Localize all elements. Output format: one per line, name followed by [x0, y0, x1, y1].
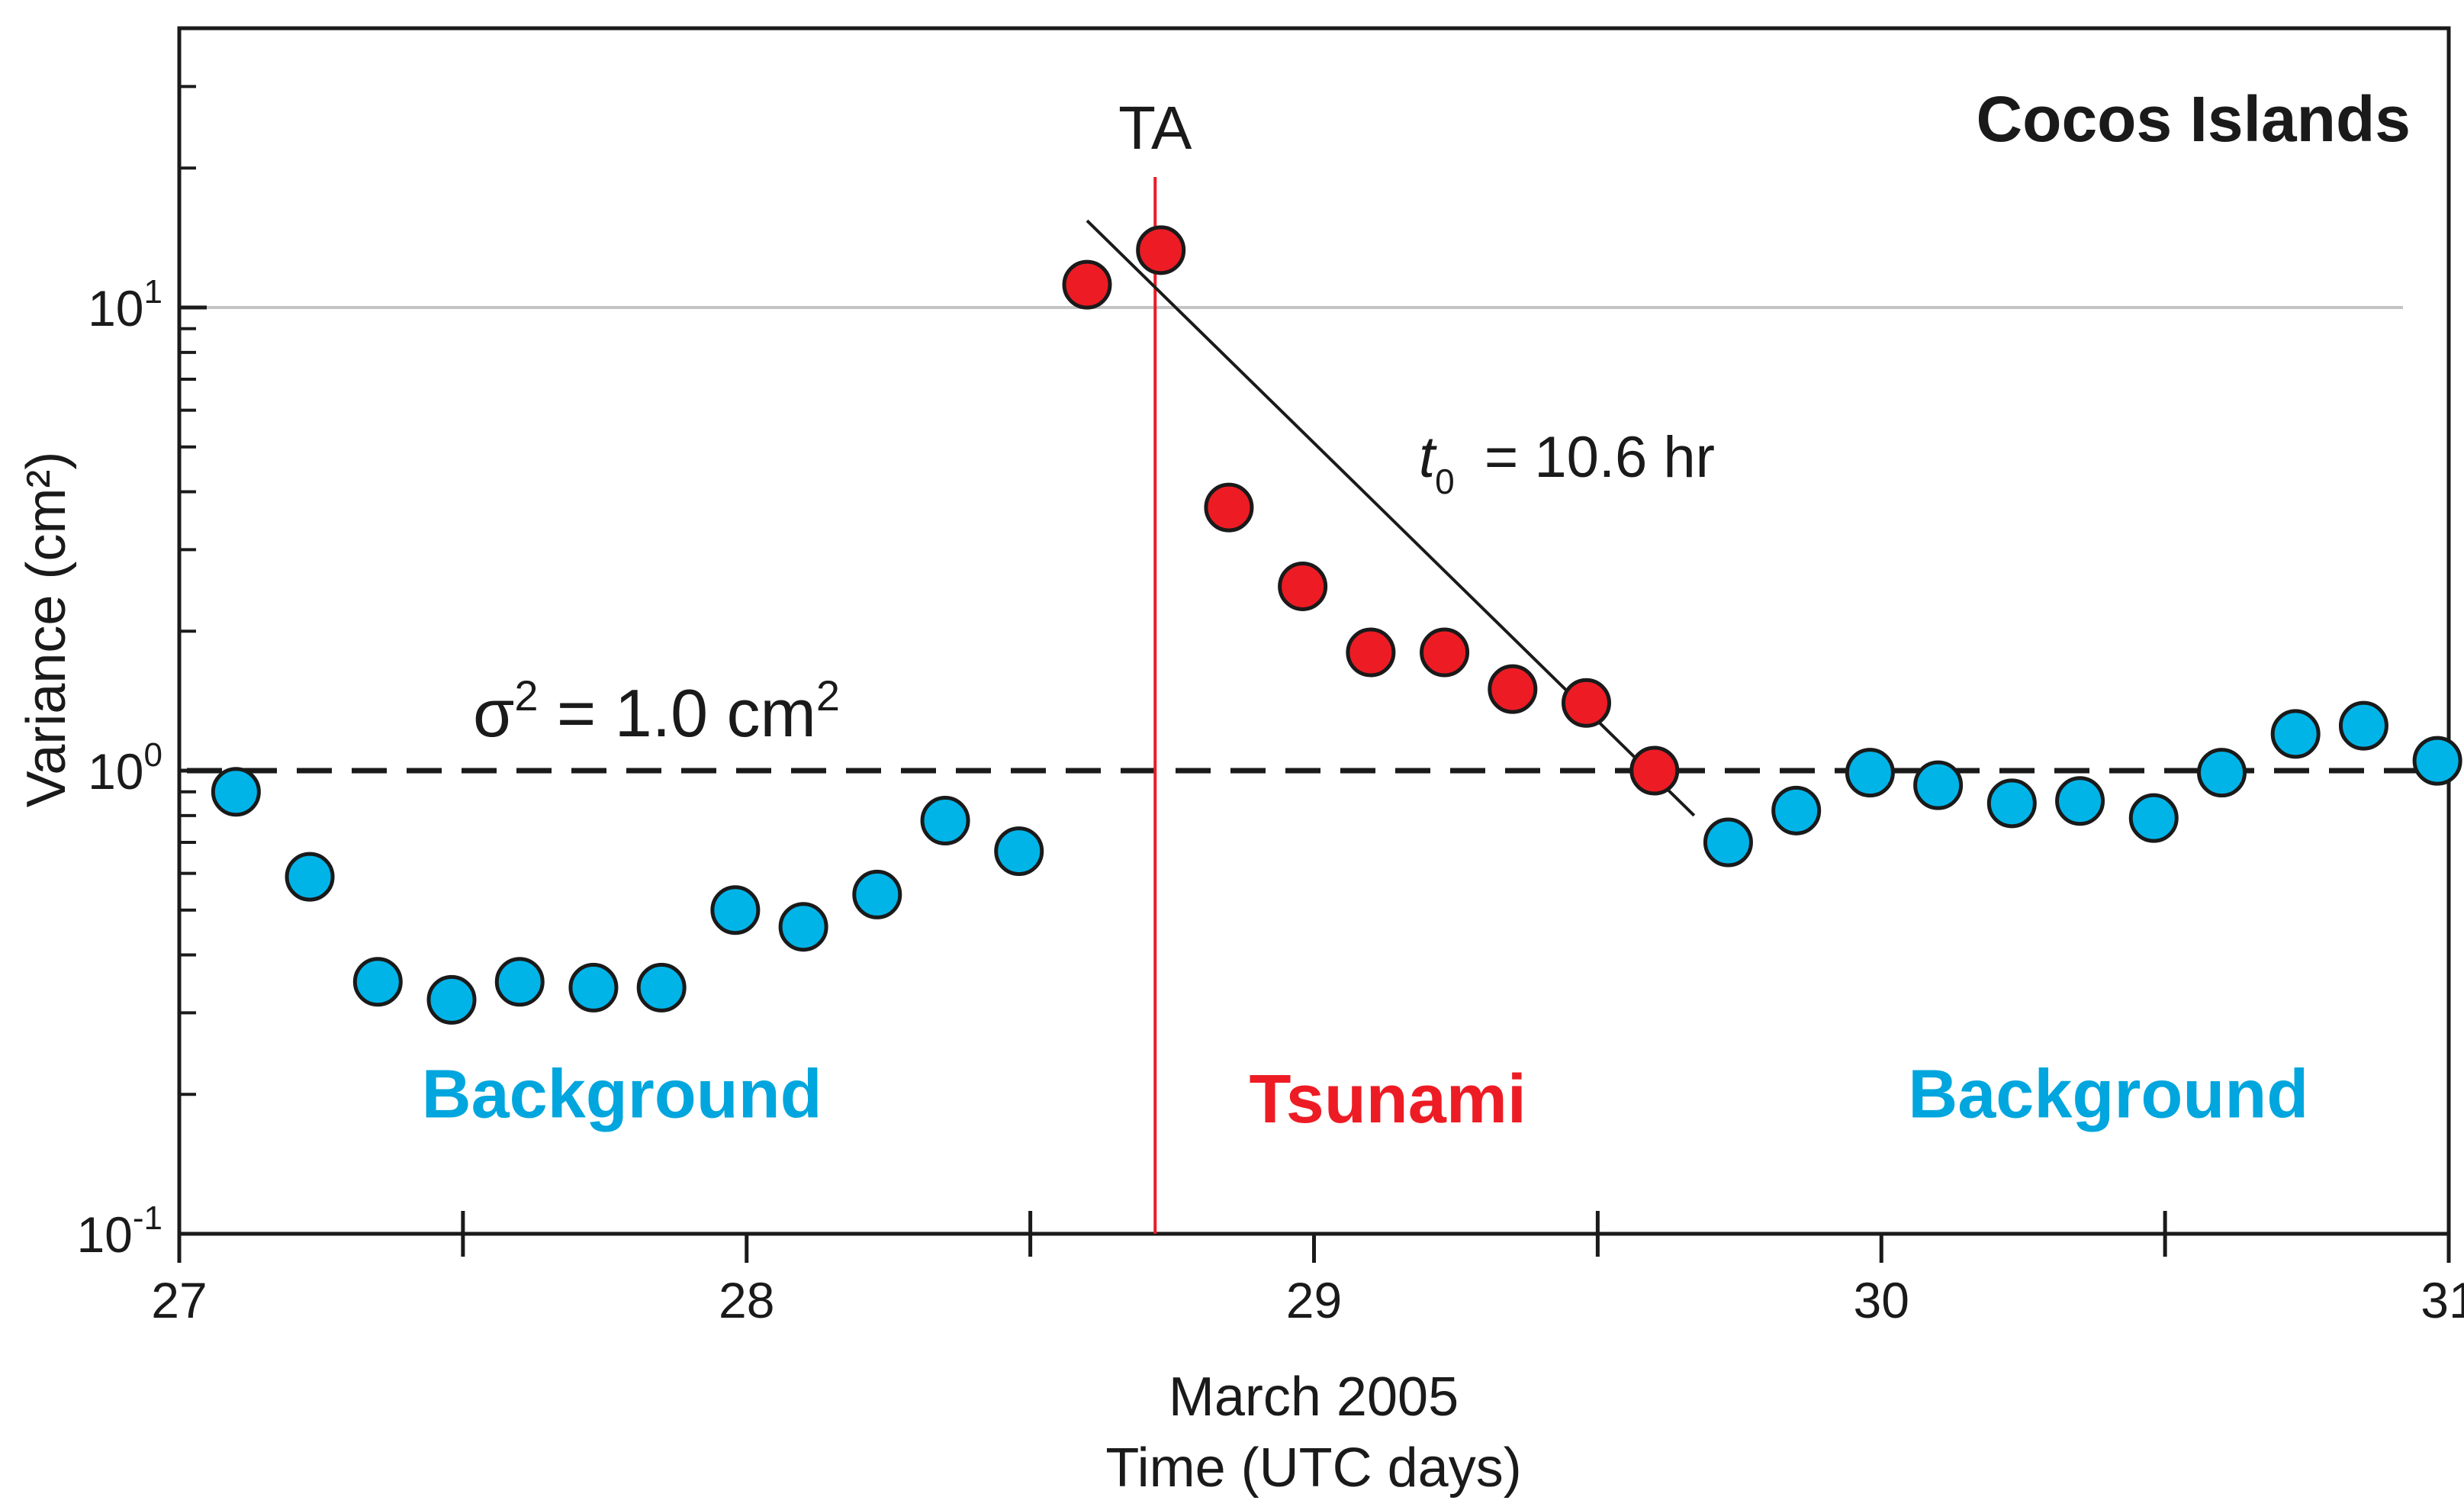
chart-title: Cocos Islands	[1976, 83, 2411, 155]
tsunami-point	[1629, 745, 1680, 796]
y-tick-label: 101	[88, 273, 162, 336]
background-point	[636, 962, 687, 1013]
background-point	[2338, 700, 2388, 751]
background-point	[852, 869, 902, 919]
x-tick-label: 31	[2421, 1272, 2464, 1328]
x-tick-label: 28	[719, 1272, 774, 1328]
background-point	[710, 885, 761, 935]
x-axis-title-line2: Time (UTC days)	[1105, 1438, 1521, 1499]
background-point	[920, 795, 970, 845]
threshold-sup-2: 2	[816, 671, 840, 720]
background-point	[426, 974, 477, 1025]
background-point	[2055, 776, 2105, 826]
y-axis-title: Variance (cm²)	[16, 452, 77, 808]
tsunami-point	[1204, 482, 1254, 533]
background-point	[1913, 760, 1964, 810]
region-label-background: Background	[1908, 1056, 2308, 1132]
background-point	[211, 767, 261, 817]
background-point	[2197, 748, 2247, 798]
x-tick-label: 27	[151, 1272, 207, 1328]
tsunami-point	[1562, 678, 1611, 728]
tsunami-point	[1136, 225, 1186, 275]
region-labels: Background Tsunami Background	[422, 1056, 2309, 1138]
decay-time-subscript: 0	[1435, 462, 1455, 501]
region-label-tsunami: Tsunami	[1249, 1061, 1526, 1138]
tsunami-point	[1346, 627, 1396, 678]
background-point	[1986, 778, 2037, 829]
background-point	[2412, 736, 2462, 786]
background-point	[2270, 709, 2321, 759]
arrival-label: TA	[1118, 94, 1192, 162]
background-point	[1771, 785, 1822, 835]
background-point	[1845, 748, 1895, 798]
y-tick-label: 100	[88, 736, 162, 800]
y-tick-label: 10-1	[76, 1199, 162, 1263]
background-point	[494, 957, 545, 1007]
threshold-value: = 1.0 cm	[538, 675, 815, 751]
tsunami-point	[1278, 561, 1328, 611]
x-axis-title-line1: March 2005	[1169, 1367, 1459, 1428]
threshold-sigma: σ	[473, 675, 514, 751]
threshold-sup-1: 2	[514, 671, 538, 720]
decay-time-label: t0 = 10.6 hr	[1419, 425, 1715, 501]
tsunami-point	[1420, 627, 1470, 678]
background-point	[2128, 793, 2179, 843]
threshold-label: σ2 = 1.0 cm2	[473, 671, 840, 751]
background-point	[568, 962, 619, 1013]
x-tick-label: 30	[1854, 1272, 1909, 1328]
decay-time-value: = 10.6 hr	[1468, 425, 1715, 490]
x-axis-ticks: 27 28 29 30 31	[151, 1211, 2464, 1328]
data-points	[211, 225, 2462, 1025]
region-label-background: Background	[422, 1056, 822, 1132]
background-point	[994, 826, 1044, 877]
decay-time-variable: t	[1419, 425, 1437, 490]
background-point	[778, 902, 828, 952]
background-point	[285, 852, 335, 902]
tsunami-point	[1062, 259, 1112, 310]
y-axis-ticks: 10-1 100 101	[76, 27, 207, 1263]
tsunami-point	[1488, 664, 1538, 714]
background-point	[1703, 817, 1753, 868]
x-tick-label: 29	[1286, 1272, 1342, 1328]
background-point	[352, 957, 403, 1007]
